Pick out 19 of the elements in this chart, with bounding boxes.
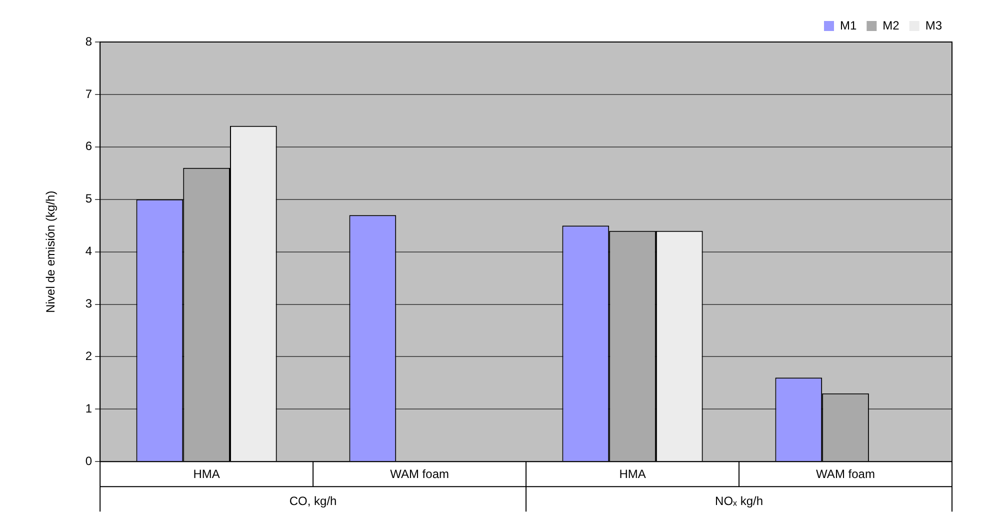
y-tick-label: 4 <box>85 244 92 258</box>
y-tick-label: 7 <box>85 86 92 101</box>
y-tick-label: 5 <box>85 192 92 206</box>
legend-label: M1 <box>840 18 857 32</box>
x-tick-label: WAM foam <box>816 467 875 482</box>
y-tick-label: 8 <box>85 34 92 48</box>
x-tick-label: WAM foam <box>390 467 449 482</box>
x-tick-label: HMA <box>619 467 646 482</box>
legend-label: M3 <box>925 18 942 32</box>
y-tick-label: 3 <box>85 296 92 311</box>
y-tick-label: 1 <box>85 401 92 416</box>
y-axis-title: Nivel de emisión (kg/h) <box>44 190 58 313</box>
y-tick-label: 0 <box>85 454 92 468</box>
text: CO, kg/h <box>289 494 337 508</box>
x-tick-label: HMA <box>193 467 220 482</box>
legend-label: M2 <box>882 18 900 32</box>
y-tick-label: 2 <box>85 349 92 364</box>
text: NOₓ kg/h <box>715 494 763 508</box>
y-tick-label: 6 <box>85 139 92 154</box>
